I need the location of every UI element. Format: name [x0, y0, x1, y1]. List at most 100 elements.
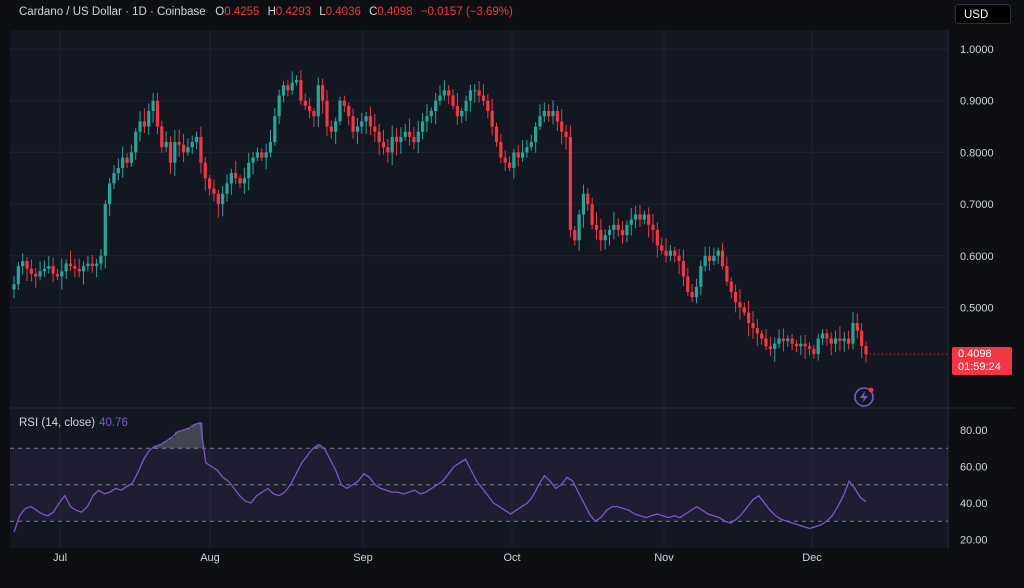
candle-body[interactable]	[768, 346, 772, 349]
candle-body[interactable]	[68, 263, 73, 267]
candle-body[interactable]	[468, 90, 473, 101]
candle-body[interactable]	[616, 224, 620, 230]
rsi-legend[interactable]: RSI (14, close) 40.76	[19, 417, 128, 429]
candle-body[interactable]	[803, 343, 807, 347]
candle-body[interactable]	[264, 152, 268, 158]
candle-body[interactable]	[238, 178, 242, 184]
candle-body[interactable]	[329, 126, 333, 132]
candle-body[interactable]	[29, 268, 33, 274]
candle-body[interactable]	[534, 126, 538, 143]
candle-body[interactable]	[351, 116, 355, 132]
candle-body[interactable]	[751, 323, 755, 329]
candle-body[interactable]	[681, 260, 686, 277]
candle-body[interactable]	[407, 131, 412, 137]
candle-body[interactable]	[373, 126, 377, 132]
candle-body[interactable]	[47, 266, 51, 269]
candle-body[interactable]	[516, 152, 520, 158]
candle-body[interactable]	[594, 224, 599, 230]
rsi-line[interactable]	[13, 421, 867, 533]
candle-body[interactable]	[347, 105, 351, 117]
candle-body[interactable]	[833, 338, 838, 344]
candle-body[interactable]	[425, 116, 429, 122]
candle-body[interactable]	[473, 90, 477, 92]
candle-body[interactable]	[586, 193, 590, 205]
candle-body[interactable]	[720, 250, 725, 267]
candle-body[interactable]	[755, 328, 759, 334]
candle-body[interactable]	[829, 338, 833, 344]
candle-body[interactable]	[86, 263, 90, 267]
currency-button[interactable]: USD	[955, 4, 1011, 24]
candle-body[interactable]	[647, 214, 651, 225]
candle-body[interactable]	[664, 250, 668, 256]
candle-body[interactable]	[703, 255, 707, 267]
candle-body[interactable]	[634, 214, 638, 220]
candle-body[interactable]	[712, 255, 716, 261]
candle-body[interactable]	[181, 144, 186, 153]
candle-body[interactable]	[790, 338, 794, 344]
candle-body[interactable]	[733, 291, 738, 303]
candle-body[interactable]	[642, 214, 646, 220]
candle-body[interactable]	[825, 333, 829, 339]
candle-body[interactable]	[816, 338, 820, 355]
candle-body[interactable]	[855, 323, 859, 331]
candle-body[interactable]	[316, 85, 320, 117]
candle-body[interactable]	[838, 338, 842, 342]
candle-body[interactable]	[781, 338, 786, 342]
candle-body[interactable]	[481, 95, 486, 101]
candle-body[interactable]	[325, 100, 329, 127]
candle-body[interactable]	[486, 100, 490, 112]
candle-body[interactable]	[438, 95, 442, 101]
candle-body[interactable]	[738, 302, 742, 308]
candle-body[interactable]	[581, 193, 586, 215]
candle-body[interactable]	[760, 333, 764, 339]
candle-body[interactable]	[247, 162, 251, 179]
candle-body[interactable]	[90, 263, 94, 267]
candle-body[interactable]	[208, 178, 212, 189]
candle-body[interactable]	[629, 219, 633, 225]
candle-body[interactable]	[377, 131, 381, 143]
candle-body[interactable]	[860, 330, 864, 347]
candle-body[interactable]	[55, 273, 60, 277]
candle-body[interactable]	[555, 111, 559, 122]
candle-body[interactable]	[112, 173, 116, 184]
candle-body[interactable]	[455, 105, 459, 117]
candle-body[interactable]	[125, 157, 129, 163]
candle-body[interactable]	[42, 268, 47, 272]
candle-body[interactable]	[255, 152, 260, 158]
lightning-icon[interactable]	[854, 387, 874, 407]
candle-body[interactable]	[421, 121, 425, 132]
candle-body[interactable]	[273, 116, 277, 143]
candle-body[interactable]	[707, 255, 712, 261]
candle-body[interactable]	[494, 126, 499, 143]
candle-body[interactable]	[34, 273, 38, 277]
candle-body[interactable]	[368, 116, 373, 127]
candle-body[interactable]	[729, 281, 733, 292]
candle-body[interactable]	[303, 100, 307, 106]
candle-body[interactable]	[590, 204, 594, 225]
candle-body[interactable]	[807, 346, 812, 349]
candle-body[interactable]	[677, 255, 681, 261]
candle-body[interactable]	[725, 266, 729, 282]
candle-body[interactable]	[403, 131, 407, 137]
candle-body[interactable]	[25, 260, 29, 269]
candle-body[interactable]	[81, 266, 86, 272]
candle-body[interactable]	[108, 183, 112, 205]
candle-body[interactable]	[538, 116, 542, 127]
candle-body[interactable]	[99, 255, 103, 264]
candle-body[interactable]	[564, 131, 568, 137]
candle-body[interactable]	[429, 111, 433, 117]
candle-body[interactable]	[355, 126, 360, 132]
candle-body[interactable]	[290, 82, 294, 91]
candle-body[interactable]	[60, 271, 64, 277]
candle-body[interactable]	[129, 152, 133, 163]
candle-body[interactable]	[512, 152, 516, 168]
candle-body[interactable]	[221, 193, 225, 205]
candle-body[interactable]	[168, 142, 173, 163]
candle-body[interactable]	[460, 111, 464, 117]
candle-body[interactable]	[199, 136, 203, 163]
candle-body[interactable]	[577, 214, 581, 241]
candle-body[interactable]	[690, 291, 694, 298]
candle-body[interactable]	[560, 121, 564, 132]
candle-body[interactable]	[812, 348, 816, 355]
candle-body[interactable]	[716, 250, 720, 256]
